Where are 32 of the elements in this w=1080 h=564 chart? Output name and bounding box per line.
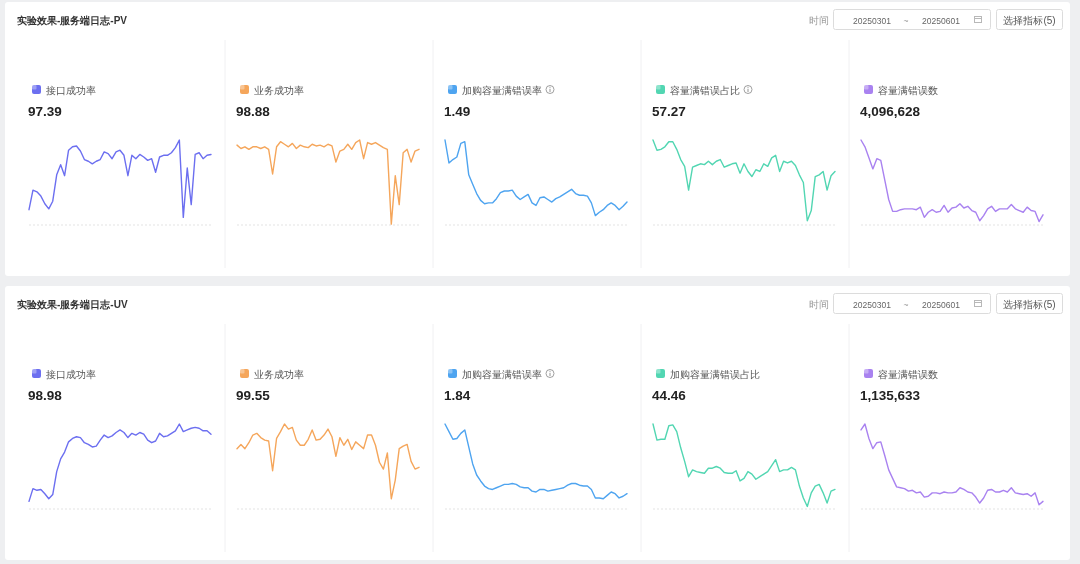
- text: 时间: [809, 298, 829, 310]
- text: 选择指标(5): [1003, 14, 1056, 26]
- chart-subtitle: 1,135,633: [860, 388, 921, 403]
- text: 20250601: [922, 15, 961, 26]
- chart-subtitle: 98.98: [28, 388, 63, 403]
- text: 选择指标(5): [1003, 298, 1056, 310]
- text: 20250301: [853, 15, 892, 26]
- chart-subtitle: 97.39: [28, 104, 62, 119]
- chart-subtitle: 44.46: [652, 388, 687, 403]
- chart-title: 业务成功率: [254, 368, 304, 380]
- chart-title: 接口成功率: [46, 84, 96, 96]
- chart-title: 业务成功率: [254, 84, 304, 96]
- chart-title: 加购容量满错误率: [462, 368, 542, 380]
- text: ~: [903, 15, 909, 26]
- chart-subtitle: 57.27: [652, 104, 686, 119]
- chart-title: 容量满错误数: [878, 84, 938, 96]
- chart-title: 容量满错误数: [878, 368, 938, 380]
- chart-subtitle: 98.88: [236, 104, 271, 119]
- text: 20250301: [853, 299, 892, 310]
- text: ~: [903, 299, 909, 310]
- chart-subtitle: 1.84: [444, 388, 471, 403]
- chart-subtitle: 99.55: [236, 388, 271, 403]
- text: 时间: [809, 14, 829, 26]
- chart-title: 容量满错误占比: [670, 84, 740, 96]
- chart-title: 加购容量满错误占比: [670, 368, 760, 380]
- chart-title: 接口成功率: [46, 368, 96, 380]
- text: 实验效果-服务端日志-PV: [17, 15, 128, 26]
- chart-title: 加购容量满错误率: [462, 84, 542, 96]
- text: 实验效果-服务端日志-UV: [17, 299, 128, 310]
- chart-subtitle: 4,096,628: [860, 104, 921, 119]
- chart-subtitle: 1.49: [444, 104, 471, 119]
- text: 20250601: [922, 299, 961, 310]
